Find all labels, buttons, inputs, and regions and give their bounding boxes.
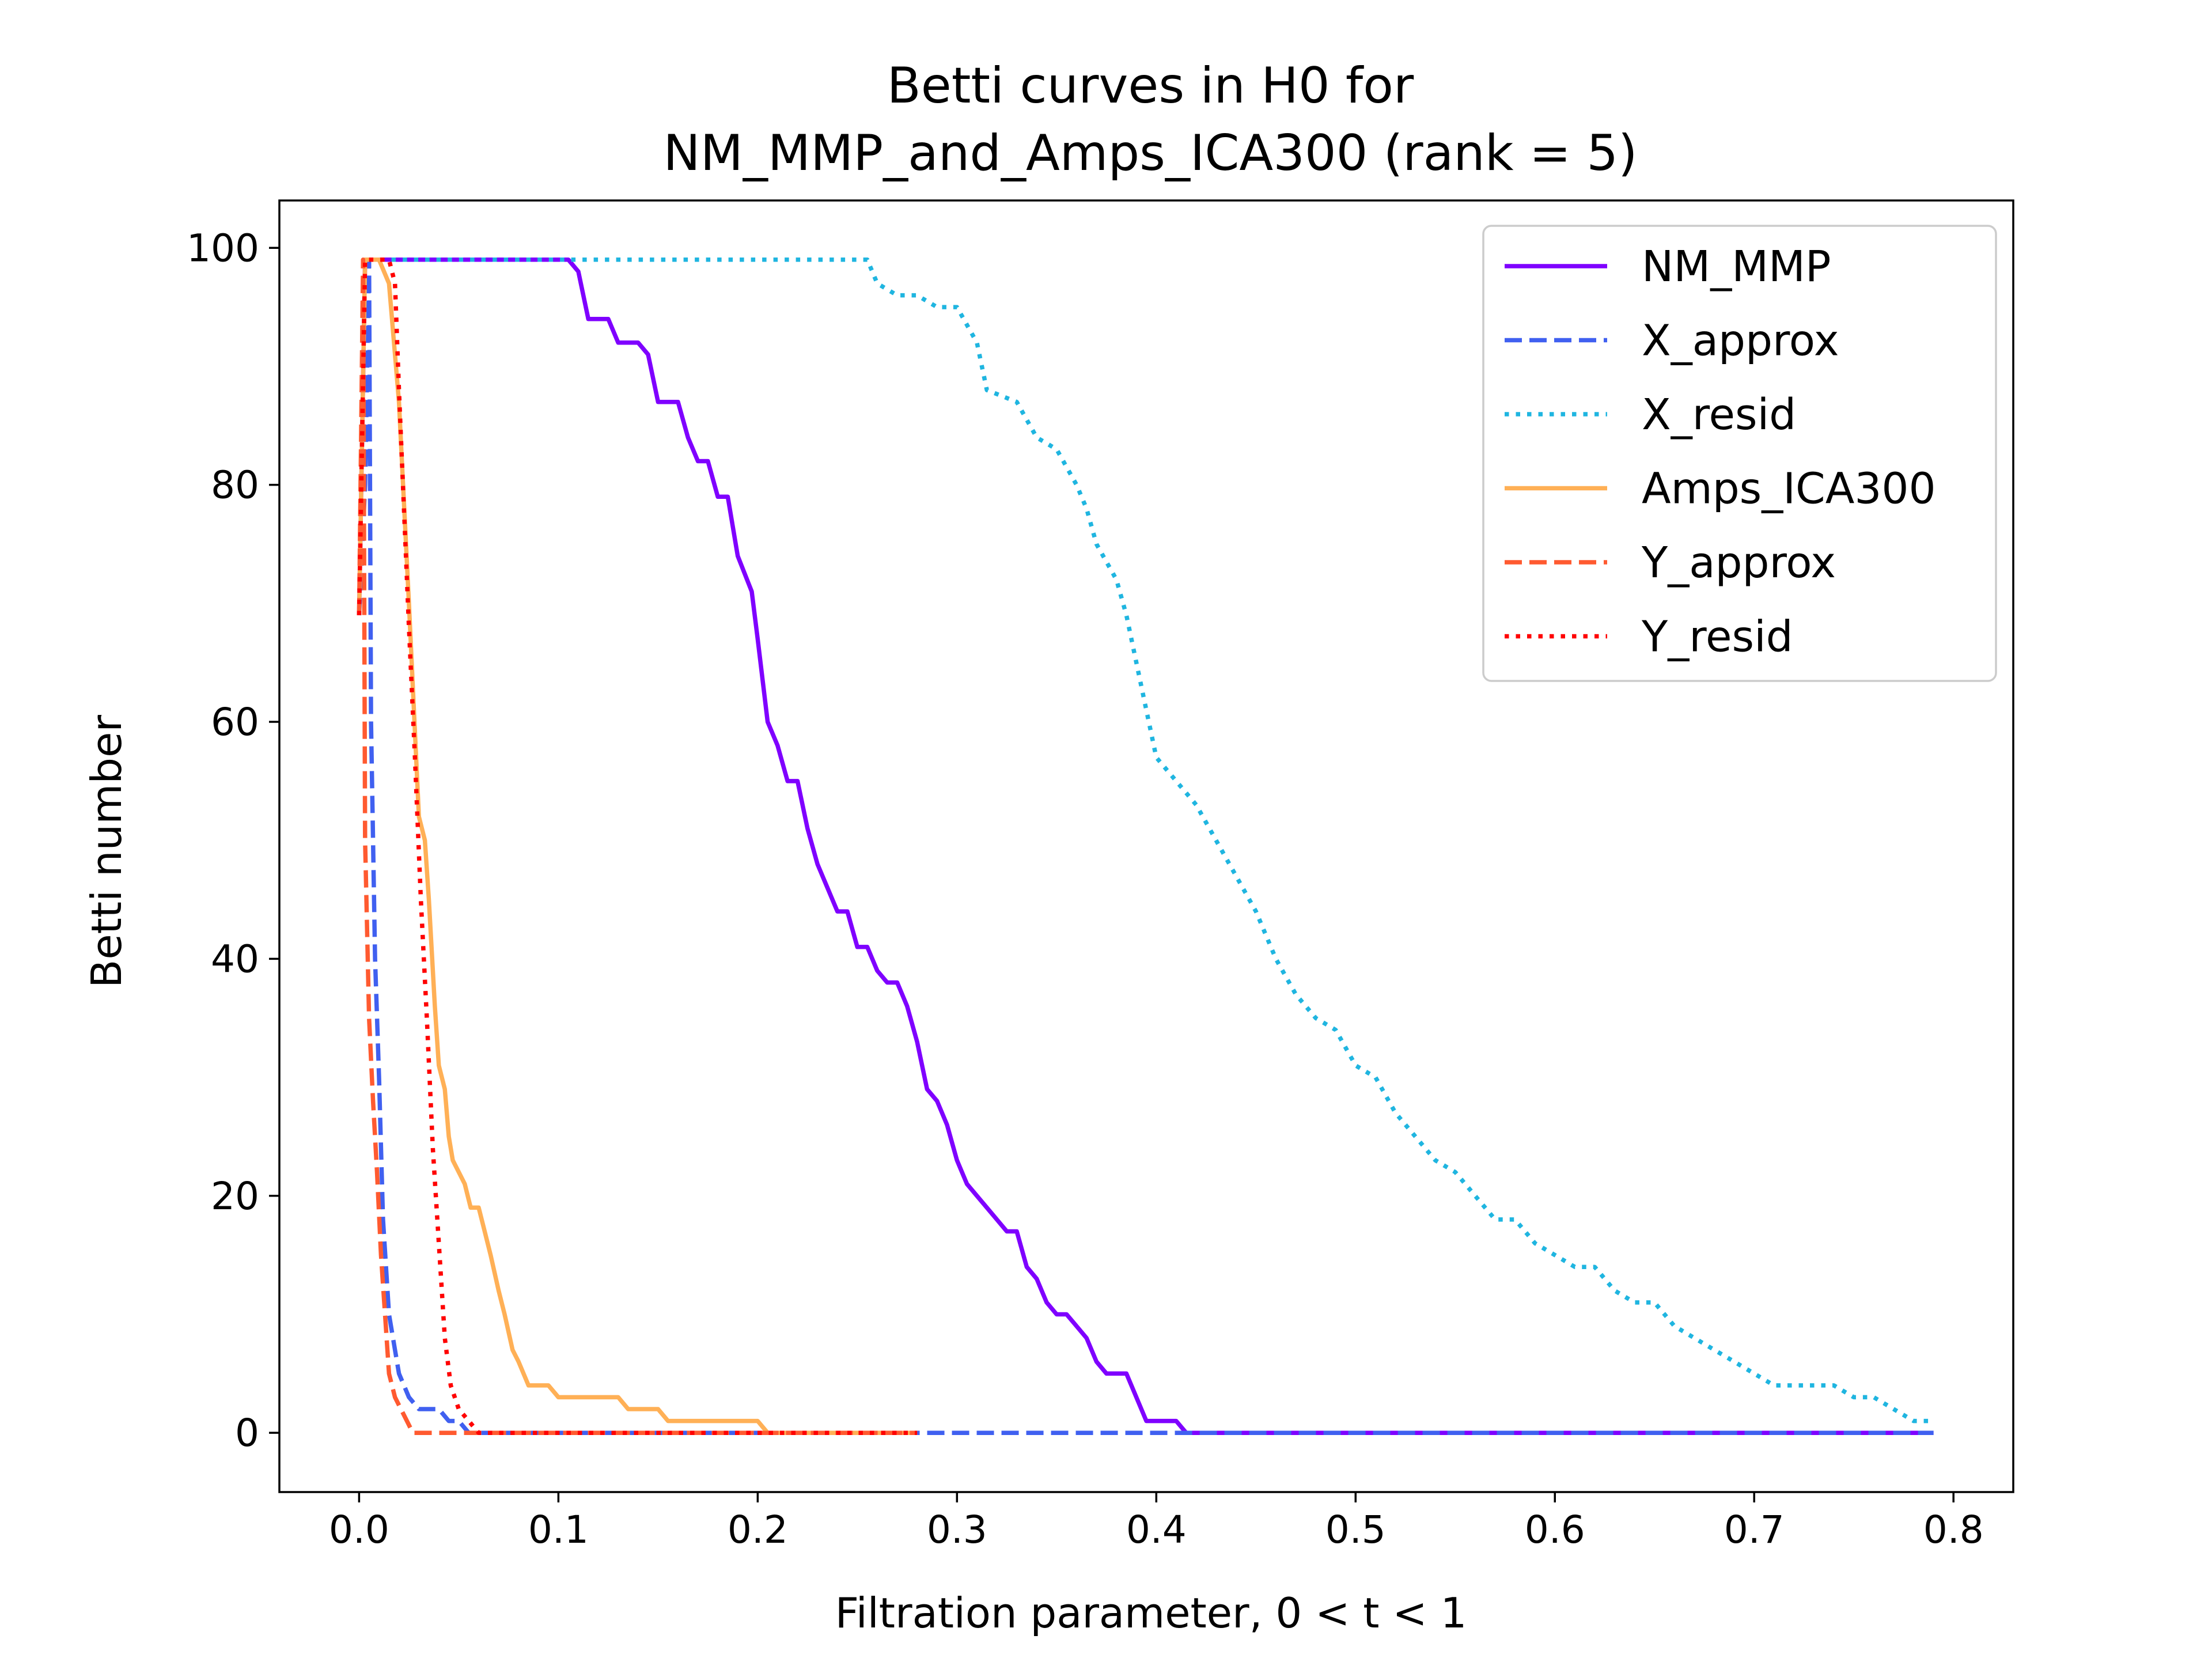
x-tick-label: 0.4: [1126, 1508, 1187, 1552]
y-tick-label: 20: [211, 1174, 259, 1218]
legend-label: Y_approx: [1641, 538, 1836, 588]
series-line-x-resid: [357, 258, 1934, 1424]
y-tick-label: 100: [187, 226, 259, 270]
y-axis-label: Betti number: [82, 715, 131, 988]
y-tick-label: 60: [211, 700, 259, 744]
legend: NM_MMP X_approx X_resid Amps_ICA300 Y_approx…: [1482, 225, 1997, 682]
legend-box: [1482, 225, 1997, 682]
y-tick-label: 80: [211, 463, 259, 508]
legend-label: NM_MMP: [1642, 242, 1831, 291]
x-tick-label: 0.7: [1724, 1508, 1785, 1552]
series-line-nm-mmp: [357, 258, 1934, 1435]
series-line-x-approx: [357, 258, 1934, 1435]
y-tick-label: 40: [211, 937, 259, 981]
chart-title-line2: NM_MMP_and_Amps_ICA300 (rank = 5): [663, 124, 1637, 182]
series-line-amps-ica300: [357, 258, 918, 1435]
x-axis-label: Filtration parameter, 0 < t < 1: [835, 1589, 1467, 1637]
series-line-y-approx: [357, 258, 918, 1435]
axes: 0.0 0.1 0.2 0.3 0.4 0.5 0.6 0.7 0.8 0 20 40 60 80 100: [187, 199, 2014, 1552]
legend-label: Amps_ICA300: [1642, 464, 1936, 514]
chart-title-line1: Betti curves in H0 for: [887, 57, 1414, 115]
x-tick-label: 0.3: [927, 1508, 987, 1552]
x-tick-label: 0.0: [329, 1508, 389, 1552]
series-line-y-resid: [357, 258, 918, 1435]
legend-label: Y_resid: [1641, 612, 1793, 662]
series-group: [357, 258, 1934, 1435]
legend-label: X_approx: [1642, 316, 1839, 366]
y-tick-label: 0: [235, 1411, 259, 1455]
x-tick-label: 0.1: [528, 1508, 589, 1552]
legend-label: X_resid: [1642, 390, 1796, 440]
x-tick-label: 0.5: [1325, 1508, 1386, 1552]
x-tick-label: 0.2: [728, 1508, 788, 1552]
x-tick-label: 0.8: [1923, 1508, 1984, 1552]
x-tick-label: 0.6: [1525, 1508, 1585, 1552]
plot-frame: [278, 199, 2014, 1493]
